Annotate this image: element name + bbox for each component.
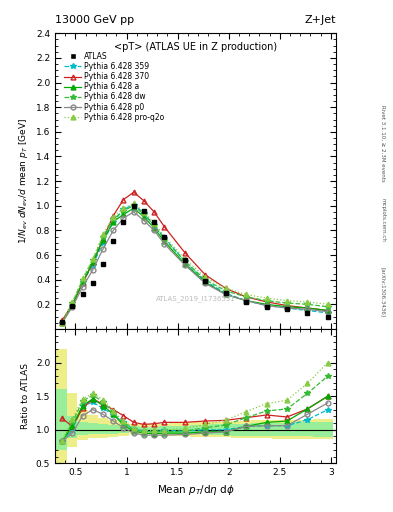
Text: Rivet 3.1.10, ≥ 2.3M events: Rivet 3.1.10, ≥ 2.3M events	[381, 105, 386, 182]
Text: [arXiv:1306.3436]: [arXiv:1306.3436]	[381, 267, 386, 317]
Legend: ATLAS, Pythia 6.428 359, Pythia 6.428 370, Pythia 6.428 a, Pythia 6.428 dw, Pyth: ATLAS, Pythia 6.428 359, Pythia 6.428 37…	[64, 52, 165, 122]
X-axis label: Mean $p_T$/d$\eta$ d$\phi$: Mean $p_T$/d$\eta$ d$\phi$	[156, 483, 235, 497]
Y-axis label: $1/N_{ev}$ $dN_{ev}/d$ mean $p_T$ [GeV]: $1/N_{ev}$ $dN_{ev}/d$ mean $p_T$ [GeV]	[17, 118, 30, 244]
Text: <pT> (ATLAS UE in Z production): <pT> (ATLAS UE in Z production)	[114, 42, 277, 52]
Text: ATLAS_2019_I1736531: ATLAS_2019_I1736531	[156, 295, 235, 303]
Text: 13000 GeV pp: 13000 GeV pp	[55, 14, 134, 25]
Text: mcplots.cern.ch: mcplots.cern.ch	[381, 198, 386, 242]
Text: Z+Jet: Z+Jet	[305, 14, 336, 25]
Y-axis label: Ratio to ATLAS: Ratio to ATLAS	[21, 363, 30, 429]
